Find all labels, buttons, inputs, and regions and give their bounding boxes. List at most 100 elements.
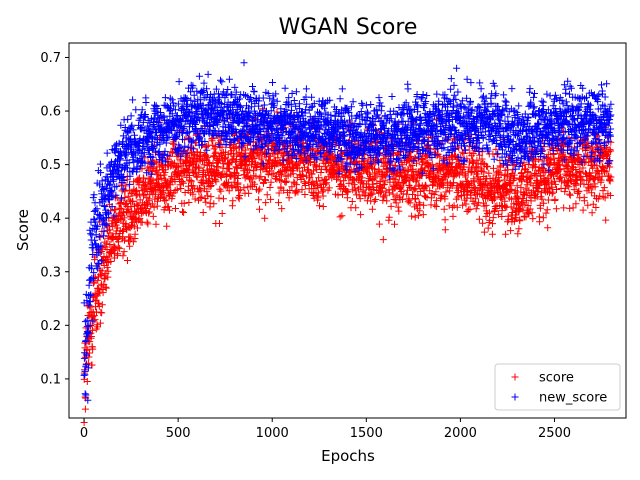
score-point — [193, 148, 201, 156]
score-point — [129, 197, 137, 205]
score-point — [240, 184, 248, 192]
score-point — [228, 183, 236, 191]
score-point — [227, 172, 235, 180]
score-point — [119, 252, 127, 260]
score-point — [242, 146, 250, 154]
score-point — [230, 178, 238, 186]
score-point — [127, 233, 135, 241]
score-point — [98, 309, 106, 317]
score-point — [143, 218, 151, 226]
score-point — [102, 284, 110, 292]
score-point — [99, 289, 107, 297]
score-point — [245, 189, 253, 197]
score-point — [234, 193, 242, 201]
score-point — [109, 222, 117, 230]
score-point — [189, 182, 197, 190]
score-point — [197, 186, 205, 194]
score-point — [132, 188, 140, 196]
score-point — [236, 186, 244, 194]
score-point — [96, 287, 103, 295]
score-point — [212, 178, 220, 186]
score-point — [89, 326, 96, 334]
score-point — [218, 210, 226, 217]
score-point — [180, 199, 188, 207]
score-point — [95, 302, 103, 310]
score-point — [212, 148, 220, 156]
score-point — [193, 173, 201, 181]
score-point — [202, 198, 210, 206]
score-point — [203, 188, 211, 196]
score-point — [234, 179, 242, 187]
score-point — [257, 173, 265, 181]
score-point — [102, 283, 110, 291]
score-point — [110, 242, 118, 250]
score-point — [144, 220, 152, 228]
score-point — [145, 209, 153, 217]
score-point — [120, 248, 128, 256]
score-point — [215, 194, 223, 202]
score-point — [107, 258, 115, 265]
score-point — [199, 209, 207, 216]
score-point — [210, 200, 218, 208]
score-point — [130, 222, 138, 230]
score-point — [104, 267, 112, 275]
score-point — [220, 195, 227, 203]
score-point — [264, 170, 272, 178]
score-point — [159, 188, 167, 196]
score-point — [90, 312, 98, 320]
score-point — [103, 263, 111, 271]
score-point — [267, 195, 275, 203]
score-point — [121, 194, 129, 201]
score-point — [191, 195, 199, 203]
score-point — [174, 163, 182, 171]
score-point — [115, 238, 122, 246]
score-point — [129, 238, 137, 246]
score-point — [152, 220, 160, 228]
score-point — [130, 178, 138, 186]
score-point — [116, 204, 124, 212]
score-point — [185, 199, 193, 206]
score-point — [207, 182, 215, 189]
plot-area — [69, 43, 626, 418]
score-point — [96, 319, 104, 327]
score-point — [197, 149, 205, 156]
score-point — [217, 137, 225, 145]
score-point — [266, 184, 274, 191]
score-point — [217, 187, 225, 195]
score-point — [186, 172, 193, 179]
score-point — [96, 233, 104, 241]
score-point — [234, 171, 242, 179]
score-point — [161, 175, 169, 183]
score-point — [161, 166, 169, 174]
score-point — [126, 236, 134, 244]
score-point — [123, 200, 131, 207]
score-point — [166, 206, 173, 214]
score-point — [124, 257, 131, 264]
score-point — [104, 273, 112, 281]
score-point — [165, 203, 173, 211]
score-point — [94, 276, 102, 284]
score-point — [106, 241, 114, 248]
score-point — [152, 157, 160, 165]
score-point — [245, 166, 253, 174]
score-point — [225, 165, 233, 173]
score-point — [167, 148, 175, 156]
score-point — [81, 405, 89, 413]
score-point — [202, 155, 210, 163]
score-point — [189, 190, 197, 198]
score-point — [179, 178, 187, 186]
score-point — [126, 242, 134, 250]
score-point — [83, 378, 91, 385]
score-point — [229, 197, 237, 205]
score-point — [263, 191, 271, 199]
score-point — [133, 200, 141, 208]
score-point — [251, 180, 259, 188]
score-point — [233, 165, 241, 173]
score-point — [236, 192, 244, 199]
score-point — [89, 345, 97, 353]
score-point — [144, 201, 151, 208]
score-point — [180, 209, 188, 216]
score-point — [114, 250, 122, 258]
score-point — [131, 230, 139, 238]
score-point — [178, 172, 186, 180]
